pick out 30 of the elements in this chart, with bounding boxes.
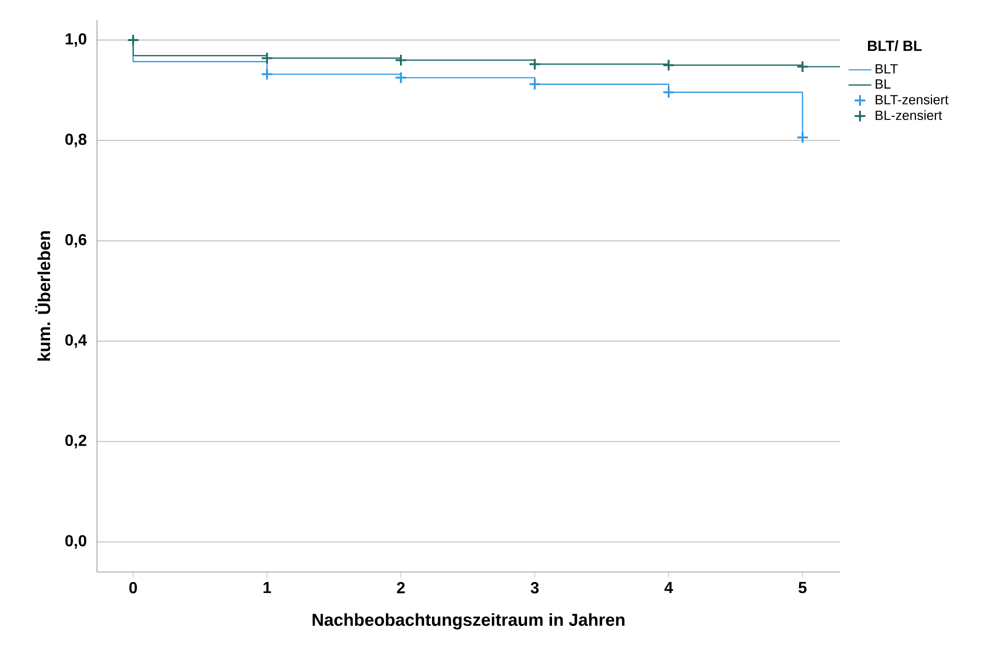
point bbox=[796, 131, 809, 144]
x-tick-label: 5 bbox=[798, 582, 807, 594]
point bbox=[126, 34, 140, 46]
legend-label: BLT-zensiert bbox=[876, 94, 948, 104]
x-tick-label: 3 bbox=[530, 582, 539, 594]
point bbox=[260, 52, 274, 64]
point bbox=[260, 68, 274, 80]
point bbox=[528, 78, 542, 90]
y-axis-title: kum. Überleben bbox=[35, 231, 50, 361]
x-tick-label: 4 bbox=[664, 582, 674, 594]
x-tick-label: 0 bbox=[129, 582, 137, 594]
y-tick-label: 0,2 bbox=[65, 434, 86, 448]
point bbox=[662, 86, 675, 99]
x-tick-label: 1 bbox=[264, 582, 272, 594]
y-tick-label: 0,6 bbox=[65, 234, 86, 248]
point bbox=[796, 60, 809, 73]
x-tick-label: 2 bbox=[397, 582, 405, 594]
legend-label: BL bbox=[876, 79, 891, 89]
point bbox=[662, 58, 675, 72]
legend-label: BLT bbox=[876, 64, 898, 74]
y-tick-label: 0,0 bbox=[65, 535, 86, 549]
legend-label: BL-zensiert bbox=[876, 110, 942, 120]
legend-title: BLT/ BL bbox=[868, 40, 922, 52]
point bbox=[528, 58, 542, 70]
point bbox=[394, 54, 408, 66]
y-tick-label: 1,0 bbox=[66, 33, 86, 47]
point bbox=[394, 71, 408, 84]
y-tick-label: 0,4 bbox=[65, 334, 87, 348]
x-axis-title: Nachbeobachtungszeitraum in Jahren bbox=[312, 613, 624, 630]
y-tick-label: 0,8 bbox=[65, 134, 86, 148]
